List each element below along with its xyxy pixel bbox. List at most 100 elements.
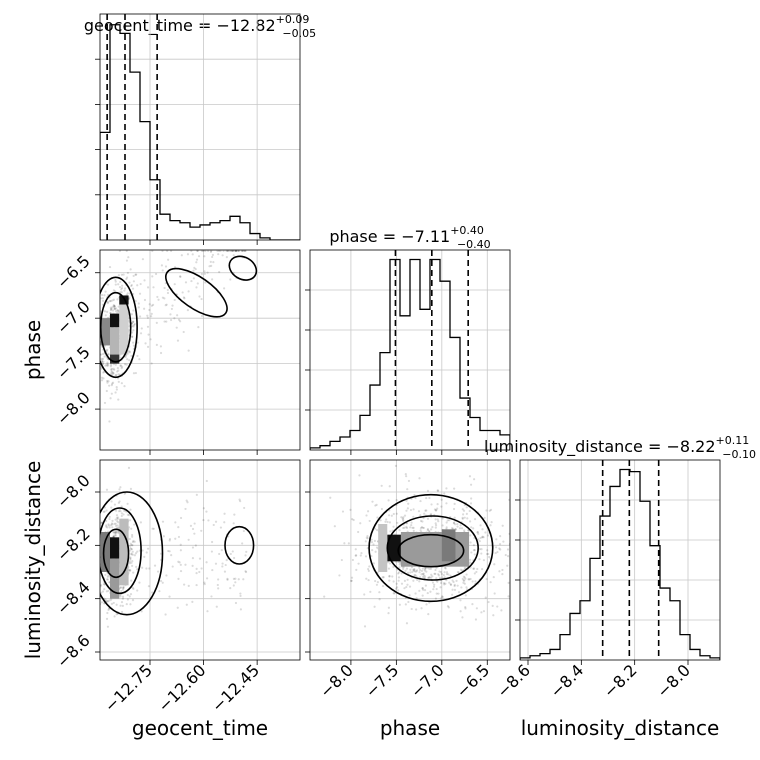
scatter-point	[465, 512, 468, 516]
gridlines	[100, 250, 300, 450]
scatter-point	[415, 570, 418, 573]
scatter-point	[128, 537, 131, 541]
scatter-point	[95, 584, 97, 586]
xlabel-luminosity-distance: luminosity_distance	[521, 716, 720, 740]
scatter-point	[473, 572, 476, 575]
scatter-point	[234, 250, 238, 253]
scatter-point	[120, 382, 123, 385]
contour-line	[100, 276, 138, 379]
scatter-point	[500, 609, 503, 612]
scatter-point	[364, 540, 367, 543]
scatter-point	[105, 590, 108, 593]
scatter-point	[132, 341, 135, 344]
scatter-point	[132, 325, 135, 328]
scatter-point	[92, 371, 94, 373]
scatter-point	[388, 575, 391, 578]
scatter-point	[174, 521, 177, 524]
scatter-point	[153, 564, 157, 567]
scatter-point	[157, 298, 160, 301]
scatter-point	[115, 388, 118, 391]
scatter-point	[156, 570, 160, 573]
scatter-point	[135, 273, 138, 276]
scatter-point	[359, 522, 362, 525]
scatter-point	[113, 290, 117, 293]
scatter-point	[234, 250, 237, 253]
scatter-point	[355, 554, 358, 557]
scatter-point	[193, 522, 196, 525]
scatter-point	[122, 586, 125, 590]
scatter-point	[223, 570, 227, 573]
scatter-point	[472, 567, 475, 570]
scatter-point	[403, 514, 407, 517]
scatter-point	[110, 522, 114, 525]
scatter-point	[105, 525, 108, 528]
gridlines	[520, 460, 720, 660]
scatter-point	[113, 305, 116, 308]
scatter-point	[243, 250, 246, 253]
scatter-point	[107, 364, 110, 367]
scatter-point	[106, 302, 109, 305]
scatter-point	[452, 521, 456, 524]
scatter-point	[96, 571, 98, 573]
x-tick-label: −7.5	[361, 661, 402, 702]
scatter-point	[163, 297, 166, 300]
scatter-point	[448, 581, 451, 584]
scatter-point	[204, 281, 207, 284]
scatter-point	[138, 292, 142, 295]
scatter-point	[184, 507, 187, 511]
scatter-point	[359, 554, 362, 557]
scatter-point	[130, 548, 133, 551]
scatter-point	[146, 316, 149, 319]
scatter-point	[203, 255, 206, 258]
scatter-point	[211, 253, 215, 257]
scatter-point	[112, 304, 115, 307]
scatter-point	[467, 578, 470, 581]
scatter-point	[468, 509, 471, 513]
scatter-point	[470, 497, 473, 500]
scatter-point	[108, 299, 111, 303]
scatter-point	[422, 575, 425, 578]
scatter-point	[419, 499, 422, 503]
scatter-point	[198, 295, 201, 298]
scatter-point	[111, 523, 114, 526]
scatter-point	[225, 255, 228, 259]
scatter-point	[350, 579, 353, 582]
scatter-point	[415, 608, 418, 611]
scatter-point	[435, 577, 438, 580]
scatter-point	[443, 576, 447, 579]
scatter-point	[483, 516, 486, 519]
scatter-point	[534, 530, 536, 532]
scatter-point	[131, 535, 134, 538]
scatter-point	[200, 297, 203, 301]
scatter-point	[129, 508, 132, 511]
scatter-point	[182, 330, 185, 334]
scatter-point	[217, 578, 220, 581]
scatter-point	[127, 256, 130, 259]
scatter-point	[414, 592, 417, 595]
scatter-point	[484, 531, 487, 534]
scatter-point	[421, 567, 424, 570]
scatter-point	[117, 305, 120, 308]
title-minus: −0.10	[722, 448, 756, 461]
scatter-point	[116, 530, 119, 534]
scatter-point	[443, 566, 447, 569]
scatter-point	[129, 556, 132, 559]
scatter-point	[120, 288, 123, 291]
axes-frame	[99, 13, 301, 241]
scatter-point	[108, 526, 111, 529]
scatter-point	[482, 536, 485, 539]
scatter-point	[117, 526, 120, 529]
scatter-point	[468, 561, 472, 564]
scatter-point	[396, 586, 399, 589]
scatter-point	[419, 519, 423, 523]
scatter-point	[100, 360, 104, 363]
scatter-point	[113, 307, 116, 310]
scatter-point	[120, 589, 123, 593]
scatter-point	[443, 583, 446, 586]
scatter-point	[191, 253, 194, 256]
histogram-step-line	[100, 24, 300, 240]
scatter-point	[121, 588, 125, 591]
scatter-point	[150, 312, 153, 315]
ticks	[305, 491, 488, 665]
scatter-point	[179, 320, 182, 323]
